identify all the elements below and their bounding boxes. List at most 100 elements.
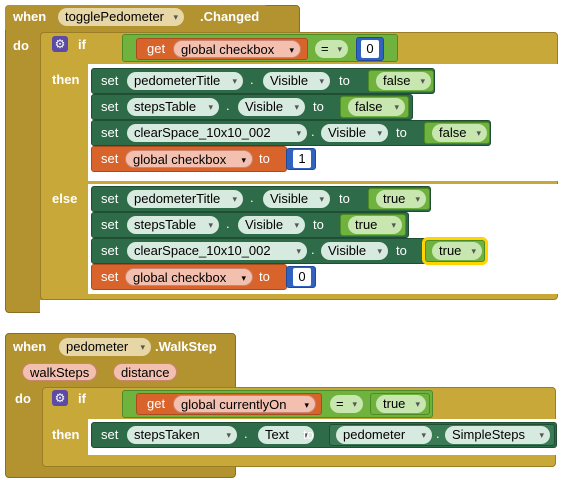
component-dropdown[interactable]: stepsTable ▾ bbox=[127, 98, 219, 116]
dot-separator: . bbox=[311, 124, 315, 139]
number-value[interactable]: 0 bbox=[293, 268, 311, 286]
component-dropdown[interactable]: clearSpace_10x10_002 ▾ bbox=[127, 124, 307, 142]
to-keyword: to bbox=[313, 99, 324, 114]
to-keyword: to bbox=[339, 73, 350, 88]
number-value[interactable]: 1 bbox=[293, 150, 311, 168]
property-dropdown[interactable]: Visible ▾ bbox=[263, 190, 330, 208]
chevron-down-icon: ▾ bbox=[319, 194, 324, 204]
variable-dropdown[interactable]: global checkbox ▾ bbox=[173, 40, 301, 58]
component-dropdown[interactable]: stepsTaken ▾ bbox=[127, 426, 237, 444]
chevron-down-icon: ▾ bbox=[377, 128, 382, 138]
chevron-down-icon: ▾ bbox=[415, 399, 420, 409]
dot-separator: . bbox=[244, 426, 248, 441]
do-keyword: do bbox=[15, 391, 31, 406]
boolean-dropdown[interactable]: true ▾ bbox=[376, 395, 426, 413]
operator-dropdown[interactable]: = ▾ bbox=[330, 395, 363, 413]
set-keyword: set bbox=[101, 99, 119, 114]
variable-dropdown[interactable]: global checkbox ▾ bbox=[125, 150, 253, 168]
component-dropdown-toggle-pedometer[interactable]: togglePedometer ▾ bbox=[58, 8, 185, 26]
boolean-dropdown[interactable]: false ▾ bbox=[432, 124, 487, 142]
variable-dropdown[interactable]: global currentlyOn ▾ bbox=[173, 395, 316, 413]
component-dropdown[interactable]: pedometerTitle ▾ bbox=[127, 72, 243, 90]
dot-separator: . bbox=[436, 426, 440, 441]
when-keyword: when bbox=[13, 9, 47, 24]
gear-icon[interactable]: ⚙ bbox=[52, 36, 68, 52]
to-keyword: to bbox=[396, 243, 407, 258]
chevron-down-icon: ▾ bbox=[296, 246, 301, 256]
if-keyword: if bbox=[78, 37, 86, 52]
boolean-dropdown[interactable]: true ▾ bbox=[432, 242, 482, 260]
variable-dropdown[interactable]: global checkbox ▾ bbox=[125, 268, 253, 286]
if-keyword: if bbox=[78, 391, 86, 406]
chevron-down-icon: ▾ bbox=[294, 220, 299, 230]
property-dropdown[interactable]: Visible ▾ bbox=[238, 216, 305, 234]
dot-separator: . bbox=[250, 72, 254, 87]
set-keyword: set bbox=[101, 243, 119, 258]
chevron-down-icon: ▾ bbox=[208, 102, 213, 112]
get-keyword: get bbox=[147, 396, 166, 411]
boolean-dropdown[interactable]: false ▾ bbox=[348, 98, 405, 116]
chevron-down-icon: ▾ bbox=[232, 76, 237, 86]
to-keyword: to bbox=[259, 151, 270, 166]
dot-separator: . bbox=[250, 190, 254, 205]
chevron-down-icon: ▾ bbox=[294, 102, 299, 112]
set-keyword: set bbox=[101, 191, 119, 206]
chevron-down-icon: ▾ bbox=[415, 194, 420, 204]
chevron-down-icon: ▾ bbox=[304, 400, 309, 410]
do-keyword: do bbox=[13, 38, 29, 53]
chevron-down-icon: ▾ bbox=[471, 246, 476, 256]
number-value[interactable]: 0 bbox=[361, 40, 379, 58]
then-keyword: then bbox=[52, 427, 80, 442]
chevron-down-icon: ▾ bbox=[208, 220, 213, 230]
set-keyword: set bbox=[101, 217, 119, 232]
chevron-down-icon: ▾ bbox=[241, 155, 246, 165]
property-dropdown[interactable]: Visible ▾ bbox=[321, 124, 388, 142]
chevron-down-icon: ▾ bbox=[539, 430, 544, 440]
chevron-down-icon: ▾ bbox=[420, 76, 425, 86]
property-dropdown[interactable]: Visible ▾ bbox=[321, 242, 388, 260]
else-keyword: else bbox=[52, 191, 78, 206]
component-dropdown[interactable]: pedometerTitle ▾ bbox=[127, 190, 243, 208]
chevron-down-icon: ▾ bbox=[289, 45, 294, 55]
to-keyword: to bbox=[396, 125, 407, 140]
chevron-down-icon: ▾ bbox=[319, 76, 324, 86]
property-dropdown[interactable]: Visible ▾ bbox=[263, 72, 330, 90]
if-block-tail-gap bbox=[40, 300, 560, 320]
boolean-dropdown[interactable]: false ▾ bbox=[376, 72, 431, 90]
chevron-down-icon: ▾ bbox=[226, 430, 231, 440]
source-property-dropdown[interactable]: SimpleSteps ▾ bbox=[445, 426, 550, 444]
set-keyword: set bbox=[101, 125, 119, 140]
event-name: .WalkStep bbox=[155, 339, 217, 354]
set-keyword: set bbox=[101, 73, 119, 88]
chevron-down-icon: ▾ bbox=[241, 273, 246, 283]
chevron-down-icon: ▾ bbox=[140, 342, 145, 352]
set-keyword: set bbox=[101, 269, 119, 284]
chevron-down-icon: ▾ bbox=[337, 44, 342, 54]
param-walk-steps[interactable]: walkSteps bbox=[22, 363, 98, 381]
chevron-down-icon: ▾ bbox=[377, 246, 382, 256]
chevron-down-icon: ▾ bbox=[476, 128, 481, 138]
gear-icon[interactable]: ⚙ bbox=[52, 390, 68, 406]
boolean-dropdown[interactable]: true ▾ bbox=[376, 190, 426, 208]
dot-separator: . bbox=[226, 98, 230, 113]
chevron-down-icon: ▾ bbox=[391, 220, 396, 230]
property-dropdown[interactable]: Visible ▾ bbox=[238, 98, 305, 116]
to-keyword: to bbox=[259, 269, 270, 284]
dot-separator: . bbox=[226, 216, 230, 231]
when-keyword: when bbox=[13, 339, 47, 354]
component-dropdown[interactable]: stepsTable ▾ bbox=[127, 216, 219, 234]
operator-dropdown[interactable]: = ▾ bbox=[315, 40, 348, 58]
component-dropdown-pedometer[interactable]: pedometer ▾ bbox=[59, 338, 151, 356]
param-distance[interactable]: distance bbox=[113, 363, 178, 381]
chevron-down-icon: ▾ bbox=[394, 102, 399, 112]
chevron-down-icon: ▾ bbox=[421, 430, 426, 440]
property-dropdown[interactable]: Text ▾ bbox=[258, 426, 314, 444]
chevron-down-icon: ▾ bbox=[173, 12, 179, 22]
chevron-down-icon: ▾ bbox=[232, 194, 237, 204]
boolean-dropdown[interactable]: true ▾ bbox=[348, 216, 402, 234]
chevron-down-icon: ▾ bbox=[303, 430, 308, 440]
to-keyword: to bbox=[339, 191, 350, 206]
component-dropdown[interactable]: clearSpace_10x10_002 ▾ bbox=[127, 242, 307, 260]
source-component-dropdown[interactable]: pedometer ▾ bbox=[336, 426, 432, 444]
to-keyword: to bbox=[313, 217, 324, 232]
